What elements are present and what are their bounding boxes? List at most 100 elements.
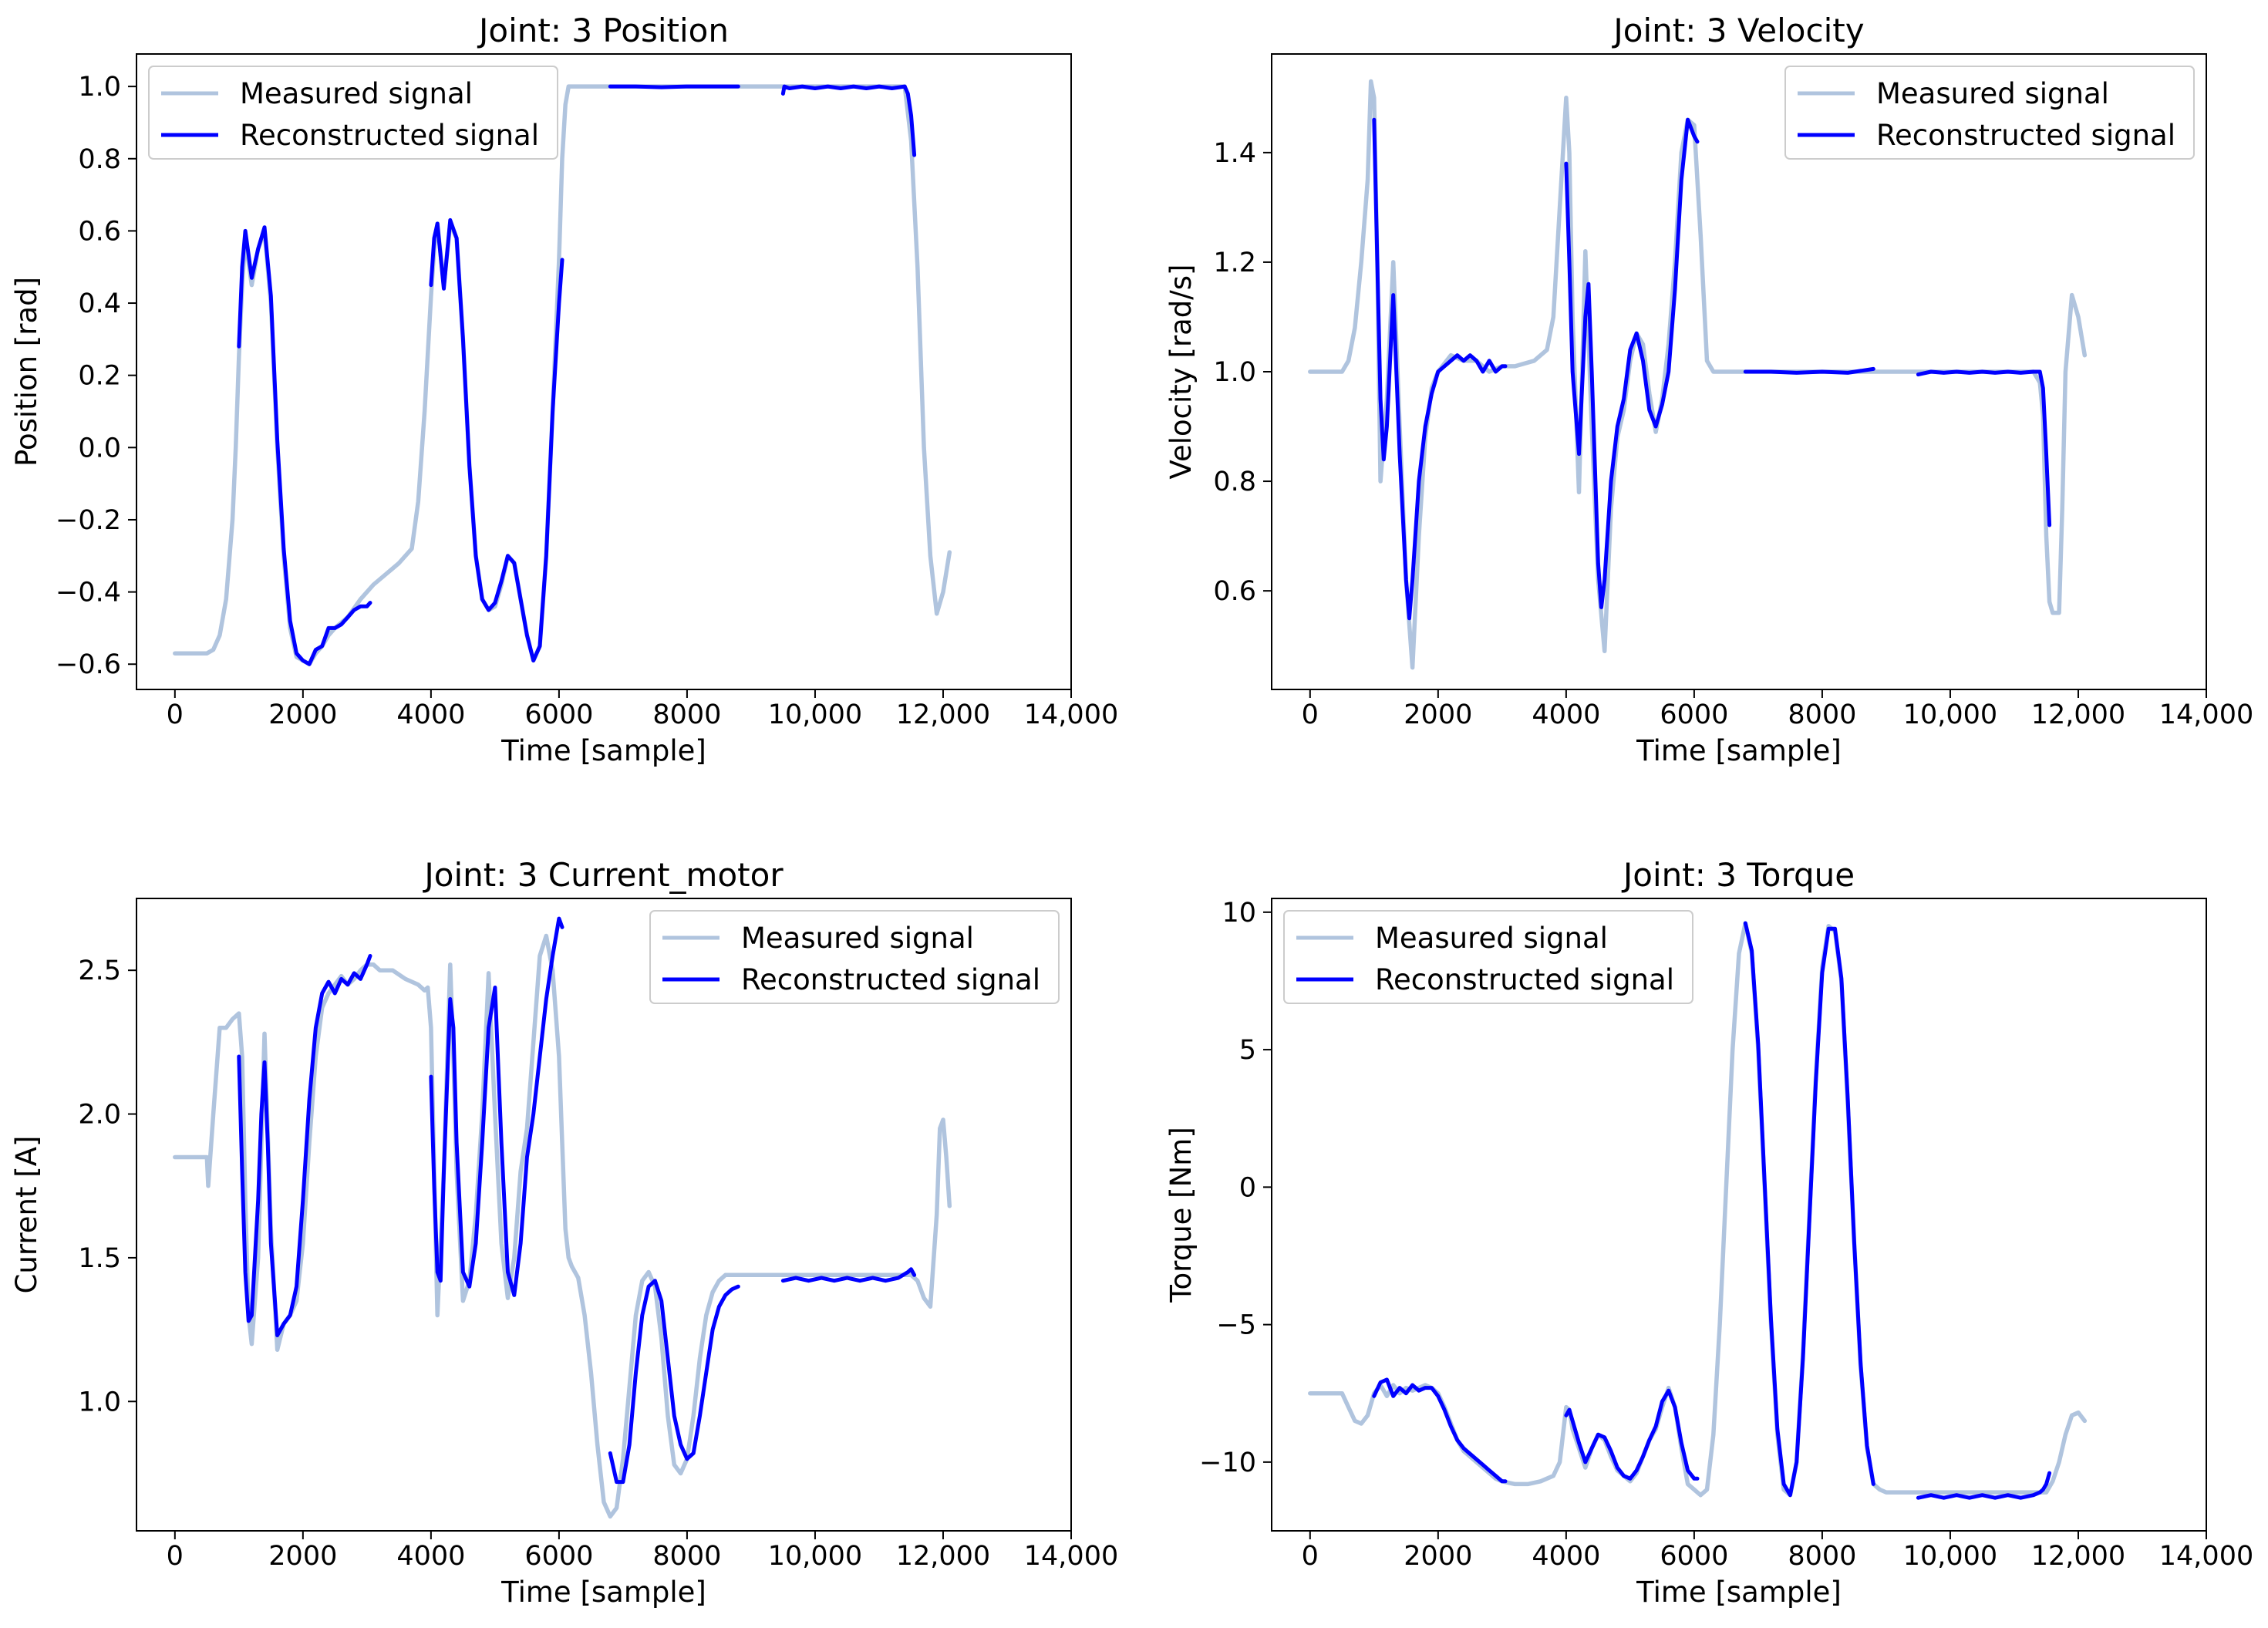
x-tick-label: 2000 <box>1404 699 1472 730</box>
reconstructed-signal-segment <box>780 84 917 157</box>
series-group <box>173 84 952 666</box>
reconstructed-signal-segment <box>1743 366 1875 375</box>
x-tick-label: 12,000 <box>896 1541 990 1572</box>
y-tick-label: −0.4 <box>56 578 121 608</box>
reconstructed-signal-segment <box>1564 117 1700 609</box>
series-group <box>1308 79 2088 670</box>
series-group <box>1308 921 2088 1500</box>
plot-frame <box>1271 898 2207 1532</box>
y-tick-label: 0.6 <box>1213 576 1256 607</box>
legend-measured-label: Measured signal <box>1375 922 1608 955</box>
reconstructed-signal-segment <box>1564 1388 1700 1481</box>
y-tick-label: 1.2 <box>1213 248 1256 278</box>
x-tick-label: 0 <box>1302 1541 1319 1572</box>
legend-reconstructed-label: Reconstructed signal <box>1375 963 1674 996</box>
y-tick-label: 1.0 <box>1213 357 1256 388</box>
legend: Measured signal Reconstructed signal <box>649 910 1060 1004</box>
y-tick-label: 0 <box>1239 1172 1256 1203</box>
reconstructed-signal-segment <box>429 916 564 1297</box>
x-tick-label: 14,000 <box>1024 699 1118 730</box>
y-tick-label: 10 <box>1222 898 1256 929</box>
reconstructed-signal-segment <box>780 1267 917 1283</box>
y-tick-label: 0.8 <box>78 144 121 175</box>
y-tick-label: 0.0 <box>78 433 121 463</box>
chart-title: Joint: 3 Current_motor <box>422 856 784 894</box>
y-tick-label: 1.0 <box>78 72 121 103</box>
chart-title: Joint: 3 Velocity <box>1611 12 1864 49</box>
x-tick-label: 8000 <box>1788 1541 1856 1572</box>
legend-reconstructed-label: Reconstructed signal <box>1876 119 2175 152</box>
x-tick-label: 0 <box>167 1541 184 1572</box>
reconstructed-signal-segment <box>237 225 372 666</box>
y-tick-label: 0.6 <box>78 216 121 247</box>
legend: Measured signal Reconstructed signal <box>148 66 558 160</box>
x-tick-label: 10,000 <box>768 1541 862 1572</box>
y-tick-label: 2.0 <box>78 1100 121 1131</box>
y-axis-label: Position [rad] <box>10 277 43 467</box>
y-axis-label: Current [A] <box>10 1136 43 1294</box>
reconstructed-signal-segment <box>608 1279 740 1485</box>
legend: Measured signal Reconstructed signal <box>1283 910 1693 1004</box>
x-tick-label: 10,000 <box>1903 1541 1997 1572</box>
y-tick-label: 0.8 <box>1213 467 1256 497</box>
x-tick-label: 10,000 <box>1903 699 1997 730</box>
x-tick-label: 4000 <box>1532 1541 1600 1572</box>
plot-frame <box>136 898 1072 1532</box>
legend-measured-label: Measured signal <box>1876 77 2109 110</box>
y-tick-label: 0.4 <box>78 288 121 319</box>
x-tick-label: 8000 <box>652 1541 721 1572</box>
x-tick-label: 2000 <box>268 1541 337 1572</box>
series-group <box>173 916 952 1519</box>
x-axis-label: Time [sample] <box>1636 734 1842 767</box>
x-tick-label: 2000 <box>1404 1541 1472 1572</box>
legend-reconstructed-label: Reconstructed signal <box>741 963 1040 996</box>
x-tick-label: 12,000 <box>2031 699 2125 730</box>
y-tick-label: −10 <box>1199 1448 1256 1478</box>
y-tick-label: 5 <box>1239 1035 1256 1066</box>
x-tick-label: 12,000 <box>2031 1541 2125 1572</box>
measured-signal-line <box>173 933 952 1519</box>
chart-title: Joint: 3 Position <box>477 12 729 49</box>
y-tick-label: −0.6 <box>56 649 121 680</box>
legend-box <box>649 910 1060 1004</box>
reconstructed-signal-segment <box>429 217 564 662</box>
x-axis-label: Time [sample] <box>1636 1576 1842 1609</box>
x-tick-label: 6000 <box>1660 1541 1728 1572</box>
chart-2: 0 2000 4000 6000 8000 10,000 12,000 14,000 0.6 0.… <box>1164 12 2253 767</box>
y-axis-label: Torque [Nm] <box>1164 1127 1198 1303</box>
y-tick-label: 0.2 <box>78 361 121 392</box>
reconstructed-signal-segment <box>1916 1471 2052 1500</box>
y-tick-label: −0.2 <box>56 505 121 536</box>
chart-title: Joint: 3 Torque <box>1621 856 1855 894</box>
x-tick-label: 4000 <box>1532 699 1600 730</box>
reconstructed-signal-segment <box>608 84 740 89</box>
y-tick-label: −5 <box>1216 1310 1256 1341</box>
y-tick-label: 2.5 <box>78 956 121 986</box>
reconstructed-signal-segment <box>1372 1377 1508 1484</box>
reconstructed-signal-segment <box>237 954 372 1337</box>
x-tick-label: 14,000 <box>2159 1541 2253 1572</box>
x-tick-label: 6000 <box>524 1541 593 1572</box>
x-tick-label: 14,000 <box>1024 1541 1118 1572</box>
y-axis-label: Velocity [rad/s] <box>1164 265 1198 480</box>
legend-box <box>1283 910 1693 1004</box>
reconstructed-signal-segment <box>1916 369 2052 527</box>
legend-reconstructed-label: Reconstructed signal <box>240 119 539 152</box>
x-axis-label: Time [sample] <box>500 734 706 767</box>
x-tick-label: 0 <box>167 699 184 730</box>
x-tick-label: 12,000 <box>896 699 990 730</box>
x-tick-label: 2000 <box>268 699 337 730</box>
chart-1: 0 2000 4000 6000 8000 10,000 12,000 14,000 −0.6 −… <box>10 12 1118 767</box>
chart-4: 0 2000 4000 6000 8000 10,000 12,000 14,000 −10 −5… <box>1164 856 2253 1609</box>
legend-box <box>1784 66 2195 160</box>
x-tick-label: 10,000 <box>768 699 862 730</box>
plot-frame <box>136 53 1072 690</box>
y-tick-label: 1.4 <box>1213 138 1256 169</box>
x-tick-label: 8000 <box>1788 699 1856 730</box>
x-tick-label: 4000 <box>396 699 465 730</box>
x-tick-label: 6000 <box>1660 699 1728 730</box>
legend-measured-label: Measured signal <box>240 77 473 110</box>
reconstructed-signal-segment <box>1372 117 1508 621</box>
reconstructed-signal-segment <box>1743 921 1875 1498</box>
